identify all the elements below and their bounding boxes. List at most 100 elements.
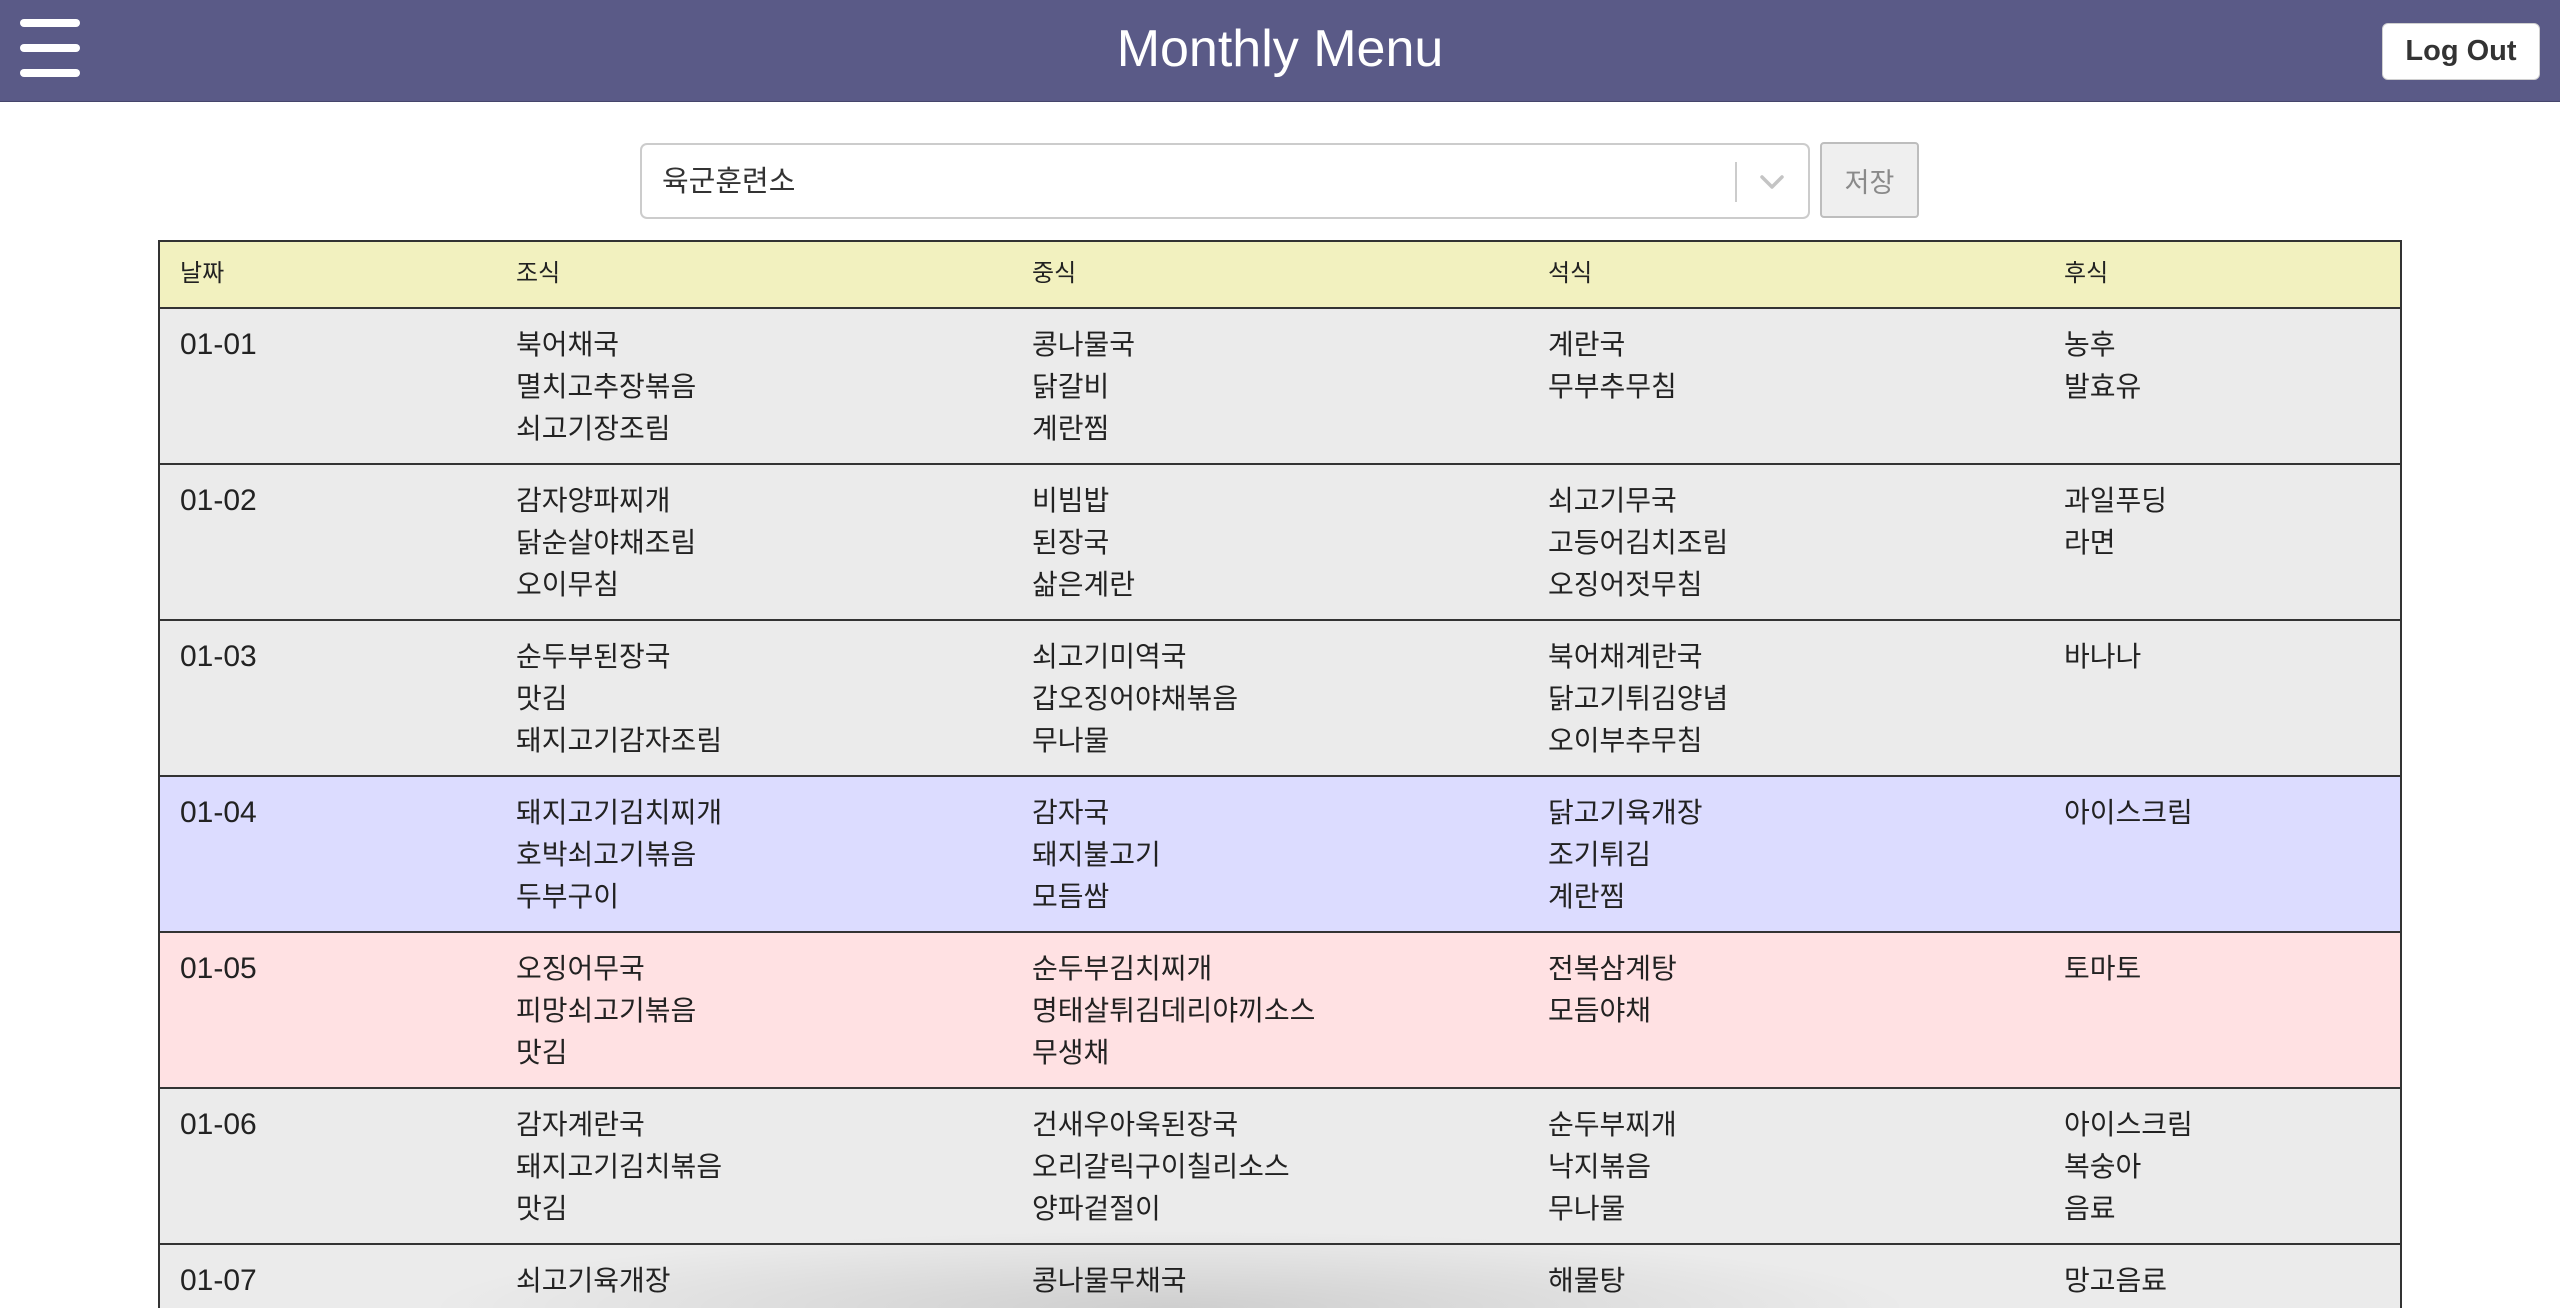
- menu-item: 된장국: [1032, 526, 1110, 559]
- menu-item: 계란찜: [1032, 412, 1110, 445]
- date-cell: 01-01: [180, 328, 257, 361]
- menu-item: 무부추무침: [1548, 370, 1677, 403]
- breakfast-cell: 오징어무국 피망쇠고기볶음 맛김: [516, 948, 696, 1074]
- menu-item: 발효유: [2064, 370, 2142, 403]
- lunch-cell: 순두부김치찌개 명태살튀김데리야끼소스 무생채: [1032, 948, 1315, 1074]
- menu-item: 모듬쌈: [1032, 880, 1110, 913]
- menu-item: 전복삼계탕: [1548, 952, 1677, 985]
- menu-item: 순두부찌개: [1548, 1108, 1677, 1141]
- column-header-dinner: 석식: [1548, 259, 1593, 287]
- menu-item: 닭순살야채조림: [516, 526, 697, 559]
- date-cell: 01-06: [180, 1108, 257, 1141]
- breakfast-cell: 순두부된장국 맛김 돼지고기감자조림: [516, 636, 722, 762]
- menu-item: 아이스크림: [2064, 796, 2193, 829]
- menu-item: 멸치고추장볶음: [516, 370, 697, 403]
- hamburger-menu-icon[interactable]: [20, 19, 80, 77]
- menu-item: 닭갈비: [1032, 370, 1110, 403]
- menu-item: 감자양파찌개: [516, 484, 671, 517]
- table-row: 01-05 오징어무국 피망쇠고기볶음 맛김 순두부김치찌개 명태살튀김데리야끼소스 무생채…: [160, 933, 2400, 1089]
- table-row: 01-03 순두부된장국 맛김 돼지고기감자조림 쇠고기미역국 갑오징어야채볶음 무나물 북어…: [160, 621, 2400, 777]
- date-cell: 01-03: [180, 640, 257, 673]
- date-cell: 01-04: [180, 796, 257, 829]
- unit-select[interactable]: 육군훈련소: [640, 143, 1810, 219]
- menu-item: 두부구이: [516, 880, 620, 913]
- menu-item: 양파겉절이: [1032, 1192, 1161, 1225]
- unit-select-value: 육군훈련소: [662, 164, 796, 198]
- column-header-lunch: 중식: [1032, 259, 1077, 287]
- menu-item: 북어채계란국: [1548, 640, 1703, 673]
- dinner-cell: 전복삼계탕 모듬야채: [1548, 948, 1677, 1032]
- snack-cell: 토마토: [2064, 948, 2141, 990]
- menu-item: 피망쇠고기볶음: [516, 994, 697, 1027]
- menu-item: 농후: [2064, 328, 2116, 361]
- snack-cell: 바나나: [2064, 636, 2141, 678]
- date-cell: 01-02: [180, 484, 257, 517]
- menu-item: 조기튀김: [1548, 838, 1652, 871]
- menu-item: 망고음료: [2064, 1264, 2168, 1297]
- menu-item: 명태살튀김데리야끼소스: [1032, 994, 1316, 1027]
- menu-item: 오이부추무침: [1548, 724, 1703, 757]
- menu-item: 돼지고기김치볶음: [516, 1150, 723, 1183]
- dinner-cell: 북어채계란국 닭고기튀김양념 오이부추무침: [1548, 636, 1728, 762]
- menu-item: 과일푸딩: [2064, 484, 2168, 517]
- date-cell: 01-05: [180, 952, 257, 985]
- dinner-cell: 닭고기육개장 조기튀김 계란찜: [1548, 792, 1703, 918]
- menu-item: 무생채: [1032, 1036, 1110, 1069]
- lunch-cell: 감자국 돼지불고기 모듬쌈: [1032, 792, 1161, 918]
- breakfast-cell: 쇠고기육개장: [516, 1260, 671, 1302]
- menu-item: 쇠고기장조림: [516, 412, 671, 445]
- menu-item: 돼지고기김치찌개: [516, 796, 723, 829]
- menu-item: 건새우아욱된장국: [1032, 1108, 1239, 1141]
- menu-item: 토마토: [2064, 952, 2142, 985]
- menu-item: 무나물: [1548, 1192, 1626, 1225]
- page-title: Monthly Menu: [1116, 20, 1444, 78]
- lunch-cell: 비빔밥 된장국 삶은계란: [1032, 480, 1135, 606]
- menu-item: 음료: [2064, 1192, 2116, 1225]
- menu-item: 복숭아: [2064, 1150, 2142, 1183]
- menu-item: 쇠고기미역국: [1032, 640, 1187, 673]
- menu-item: 갑오징어야채볶음: [1032, 682, 1239, 715]
- menu-item: 콩나물국: [1032, 328, 1136, 361]
- menu-item: 오이무침: [516, 568, 620, 601]
- snack-cell: 아이스크림 복숭아 음료: [2064, 1104, 2193, 1230]
- snack-cell: 아이스크림: [2064, 792, 2193, 834]
- column-header-breakfast: 조식: [516, 259, 561, 287]
- save-button[interactable]: 저장: [1820, 142, 1919, 218]
- menu-item: 북어채국: [516, 328, 620, 361]
- menu-item: 오리갈릭구이칠리소스: [1032, 1150, 1290, 1183]
- menu-item: 라면: [2064, 526, 2116, 559]
- top-bar: Monthly Menu Log Out: [0, 0, 2560, 102]
- column-header-date: 날짜: [180, 259, 225, 287]
- menu-item: 호박쇠고기볶음: [516, 838, 697, 871]
- lunch-cell: 콩나물무채국: [1032, 1260, 1187, 1302]
- menu-item: 맛김: [516, 682, 568, 715]
- menu-item: 계란국: [1548, 328, 1626, 361]
- menu-item: 고등어김치조림: [1548, 526, 1729, 559]
- menu-item: 감자계란국: [516, 1108, 645, 1141]
- menu-item: 돼지불고기: [1032, 838, 1161, 871]
- menu-table: 날짜 조식 중식 석식 후식 01-01 북어채국 멸치고추장볶음 쇠고기장조림 콩나물…: [158, 240, 2402, 1308]
- menu-item: 해물탕: [1548, 1264, 1626, 1297]
- table-row: 01-04 돼지고기김치찌개 호박쇠고기볶음 두부구이 감자국 돼지불고기 모듬쌈 닭고기육개…: [160, 777, 2400, 933]
- dinner-cell: 해물탕: [1548, 1260, 1625, 1302]
- chevron-down-icon[interactable]: [1754, 164, 1790, 200]
- logout-button[interactable]: Log Out: [2382, 23, 2540, 80]
- menu-item: 오징어젓무침: [1548, 568, 1703, 601]
- select-divider: [1735, 162, 1737, 202]
- date-cell: 01-07: [180, 1264, 257, 1297]
- menu-item: 순두부된장국: [516, 640, 671, 673]
- menu-item: 콩나물무채국: [1032, 1264, 1187, 1297]
- menu-item: 쇠고기무국: [1548, 484, 1677, 517]
- menu-item: 닭고기육개장: [1548, 796, 1703, 829]
